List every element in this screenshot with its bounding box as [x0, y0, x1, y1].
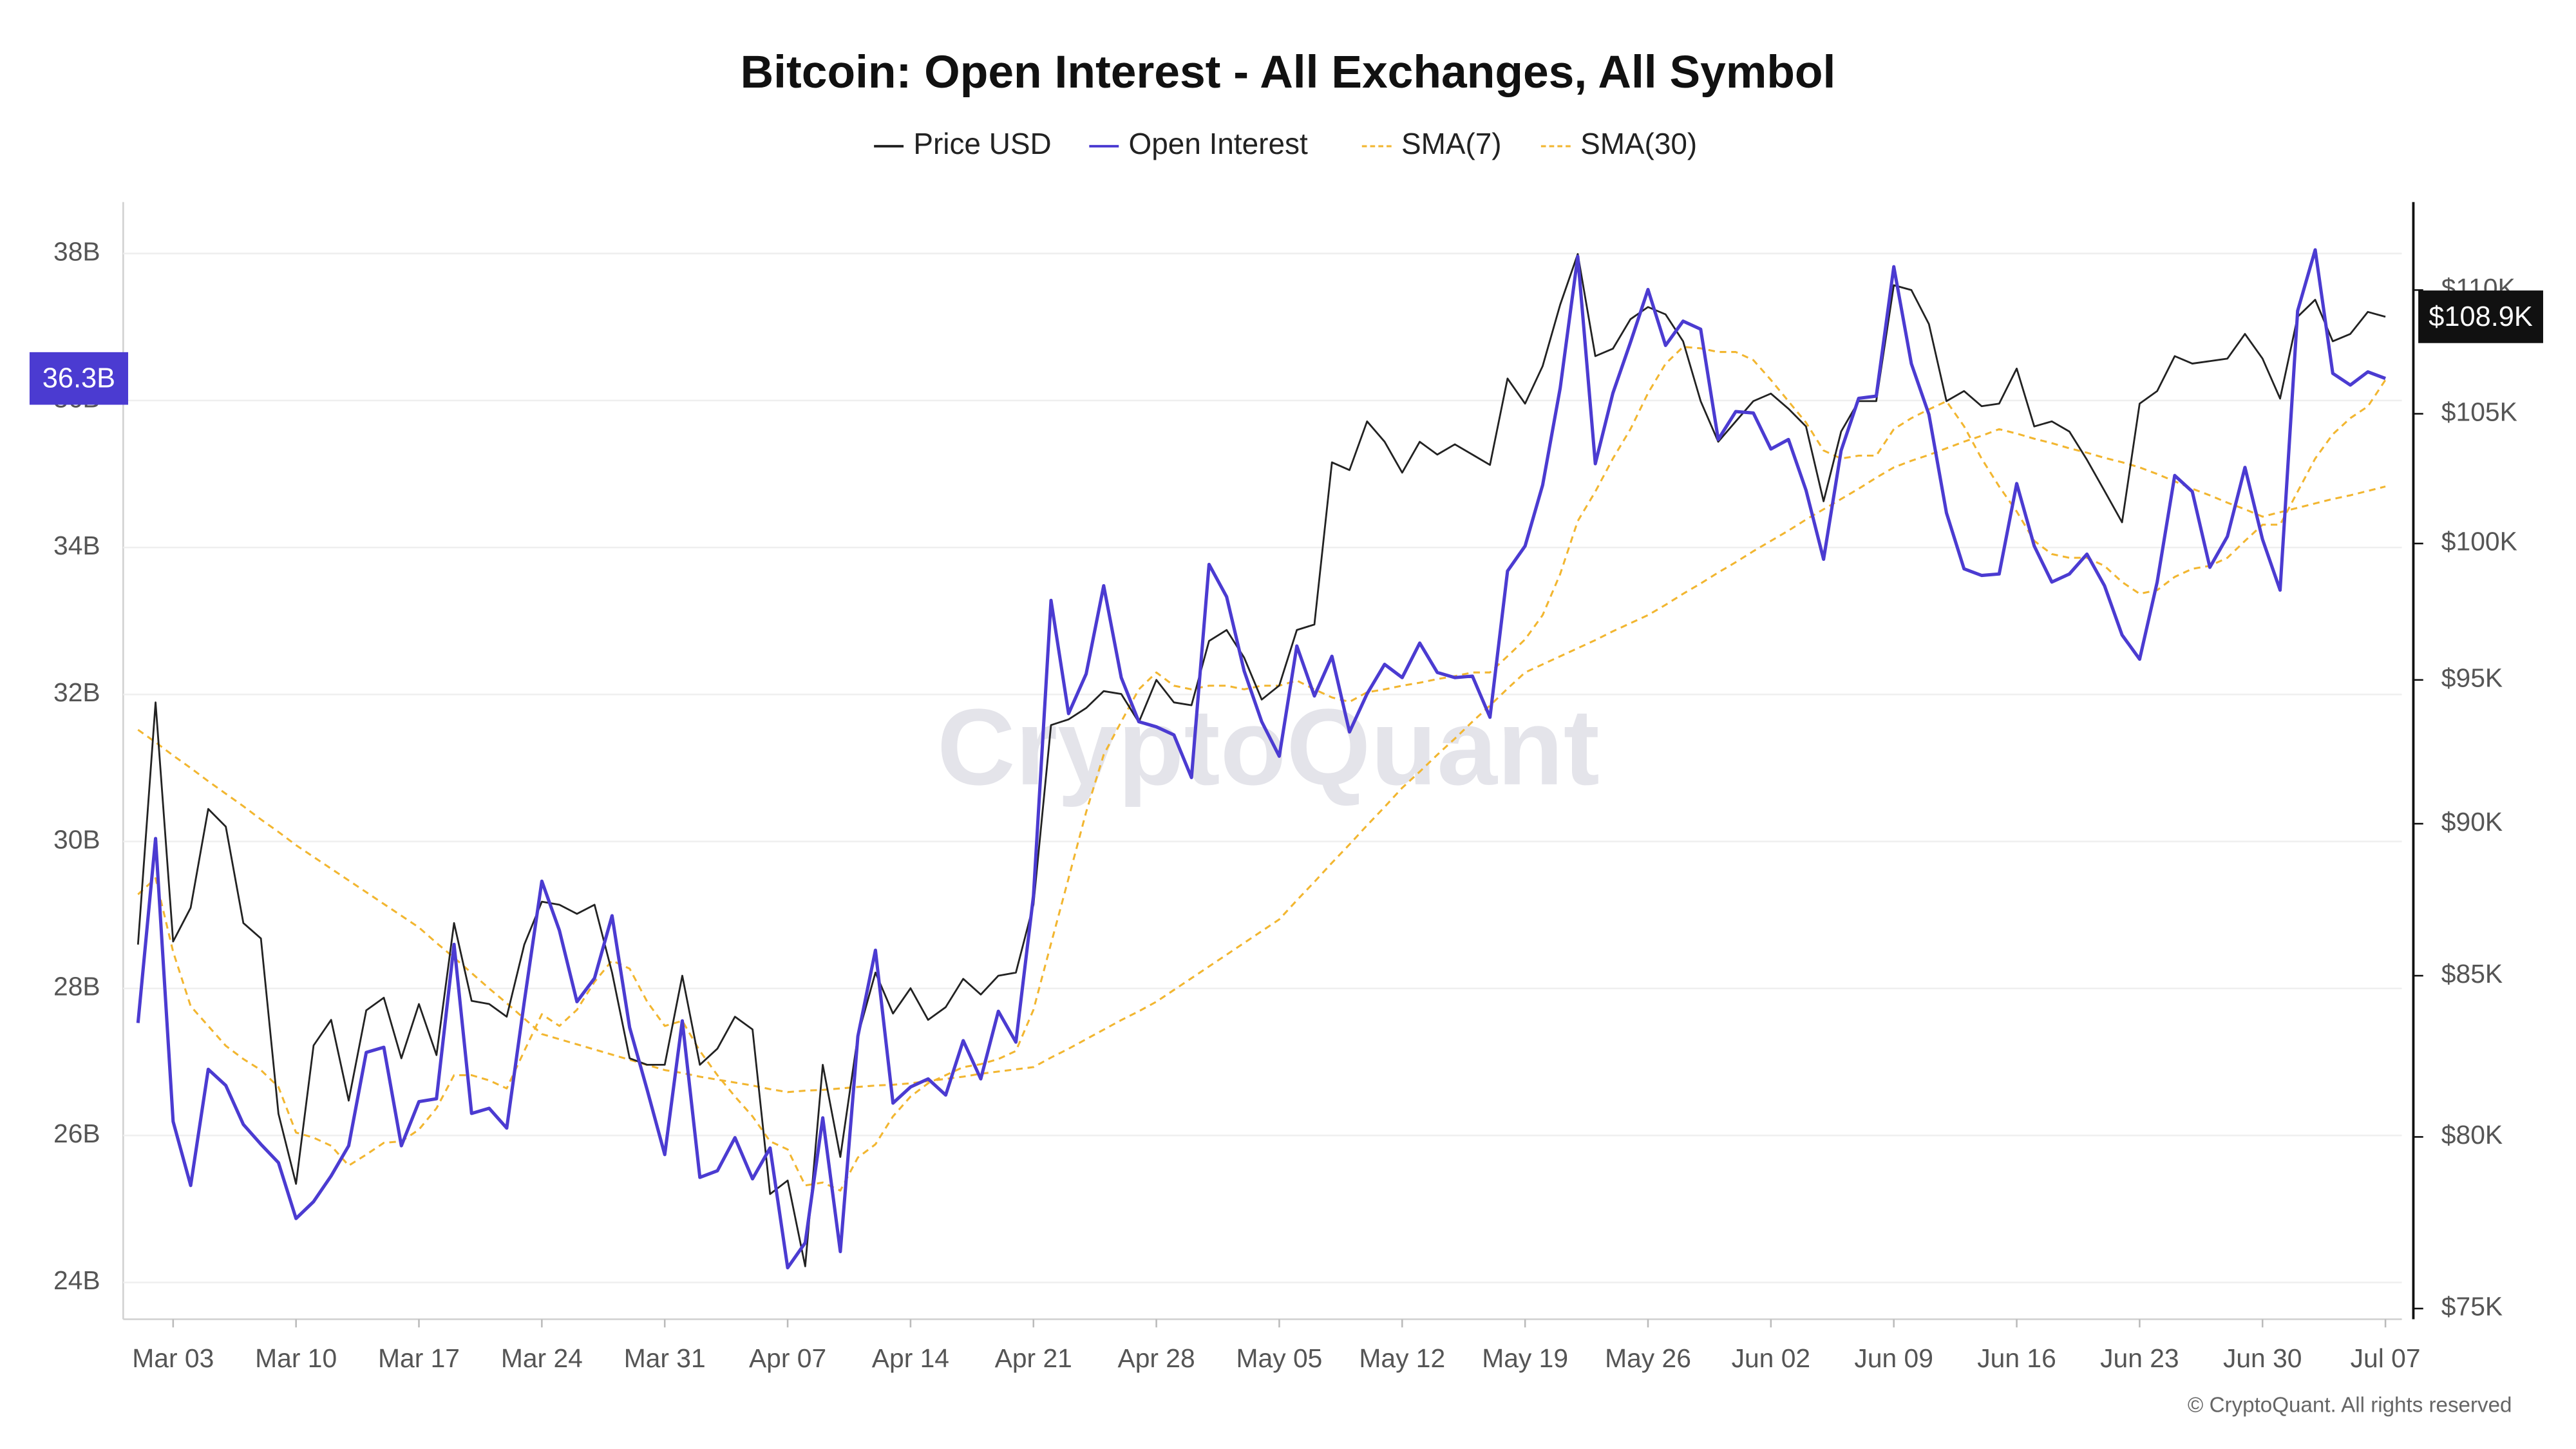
value-badge-box — [2418, 290, 2543, 343]
legend-label: Price USD — [913, 127, 1051, 160]
value-badge: $108.9K — [2418, 290, 2543, 343]
y2-tick-label: $105K — [2441, 397, 2517, 426]
x-tick-label: Jun 16 — [1977, 1343, 2056, 1373]
x-tick-label: Apr 14 — [872, 1343, 949, 1373]
y-tick-label: 30B — [53, 824, 100, 854]
x-tick-label: Jul 07 — [2351, 1343, 2421, 1373]
y2-tick-label: $85K — [2441, 959, 2503, 989]
value-badge: 36.3B — [29, 352, 128, 405]
x-tick-label: Apr 28 — [1117, 1343, 1195, 1373]
watermark: CryptoQuant — [937, 687, 1600, 808]
value-badge-label: $108.9K — [2429, 301, 2533, 332]
legend-label: Open Interest — [1129, 127, 1308, 160]
y-tick-label: 28B — [53, 972, 100, 1001]
y2-tick-label: $75K — [2441, 1292, 2503, 1321]
x-tick-label: Mar 03 — [132, 1343, 214, 1373]
x-tick-label: May 05 — [1236, 1343, 1323, 1373]
value-badge-box — [29, 352, 128, 405]
legend-label: SMA(7) — [1401, 127, 1502, 160]
x-tick-label: May 12 — [1359, 1343, 1445, 1373]
x-tick-label: Jun 02 — [1732, 1343, 1811, 1373]
y-tick-label: 26B — [53, 1119, 100, 1148]
x-tick-label: Apr 21 — [995, 1343, 1072, 1373]
x-tick-label: Mar 17 — [378, 1343, 460, 1373]
x-tick-label: Jun 30 — [2223, 1343, 2302, 1373]
y2-tick-label: $80K — [2441, 1120, 2503, 1150]
legend-label: SMA(30) — [1580, 127, 1697, 160]
y-tick-label: 38B — [53, 236, 100, 266]
series-line — [137, 253, 2386, 1267]
credit: © CryptoQuant. All rights reserved — [2188, 1393, 2512, 1417]
chart-title: Bitcoin: Open Interest - All Exchanges, … — [741, 46, 1836, 98]
y-tick-label: 32B — [53, 677, 100, 707]
series-line — [137, 428, 2386, 1094]
x-tick-label: Jun 09 — [1854, 1343, 1933, 1373]
value-badge-label: 36.3B — [43, 363, 115, 394]
y-tick-label: 24B — [53, 1265, 100, 1295]
y2-tick-label: $100K — [2441, 527, 2517, 556]
x-tick-label: May 19 — [1482, 1343, 1568, 1373]
x-tick-label: Mar 24 — [501, 1343, 583, 1373]
x-tick-label: Mar 10 — [255, 1343, 337, 1373]
x-tick-label: Jun 23 — [2100, 1343, 2179, 1373]
y2-tick-label: $90K — [2441, 807, 2503, 837]
y2-tick-label: $95K — [2441, 663, 2503, 693]
x-tick-label: Apr 07 — [749, 1343, 826, 1373]
y-tick-label: 34B — [53, 531, 100, 560]
series-line — [136, 248, 2386, 1270]
x-tick-label: May 26 — [1605, 1343, 1691, 1373]
x-tick-label: Mar 31 — [624, 1343, 706, 1373]
